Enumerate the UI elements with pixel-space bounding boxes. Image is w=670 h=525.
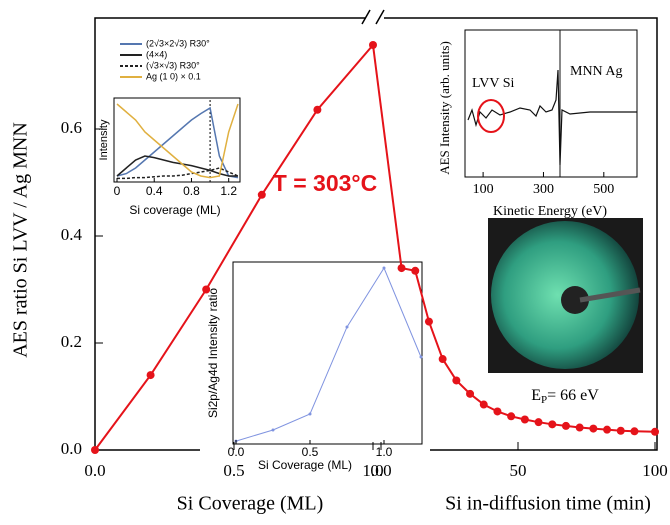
inset-bg: [420, 22, 650, 227]
x-tick-label: 0.0: [370, 461, 391, 480]
x-tick-label: 50: [510, 461, 527, 480]
data-point: [438, 355, 447, 364]
data-point: [369, 41, 377, 50]
data-point: [91, 446, 99, 454]
data-point: [424, 317, 433, 326]
x-axis-label: Si in-diffusion time (min): [445, 493, 651, 515]
data-point: [419, 355, 423, 359]
inset-frame: [113, 97, 241, 183]
data-point: [479, 400, 488, 409]
data-line: [235, 266, 422, 442]
data-point: [520, 415, 529, 424]
data-point: [466, 389, 475, 398]
x-tick-label: 0.0: [228, 445, 245, 459]
data-point: [651, 427, 659, 436]
x-tick-label: 100: [473, 182, 494, 197]
inset-plot: [116, 100, 239, 182]
data-point: [452, 376, 461, 385]
leed-gun: [561, 286, 589, 314]
annotation: T = 303°C: [273, 170, 377, 196]
x-tick-label: 1.0: [362, 461, 383, 480]
data-point: [589, 424, 598, 433]
x-tick-label: 0.4: [146, 184, 163, 198]
image-label: EP= 66 eV: [531, 387, 599, 406]
data-point: [561, 421, 570, 430]
inset-y-label: Si2p/Ag4d Intensity ratio: [206, 288, 220, 418]
x-tick-label: 300: [533, 182, 554, 197]
y-tick-label: 0.6: [61, 118, 82, 137]
data-point: [257, 190, 266, 199]
x-tick-label: 0.8: [183, 184, 200, 198]
data-point: [616, 426, 625, 435]
data-line: [116, 103, 239, 179]
axis-break: [361, 9, 385, 459]
inset-y-label: AES Intensity (arb. units): [437, 41, 452, 175]
data-point: [507, 412, 516, 421]
data-point: [345, 325, 349, 329]
data-point: [308, 412, 312, 416]
legend-label: (4×4): [146, 49, 167, 59]
data-point: [630, 427, 639, 436]
inset-x-label: Si Coverage (ML): [258, 458, 352, 472]
data-point: [271, 428, 275, 432]
data-line: [117, 167, 239, 180]
x-tick-label: 500: [593, 182, 614, 197]
x-tick-label: 0: [114, 184, 121, 198]
inset-bg: [200, 255, 430, 475]
data-point: [382, 266, 386, 270]
y-tick-label: 0.4: [61, 225, 83, 244]
inset-frame: [232, 261, 423, 445]
x-tick-label: 0.0: [84, 461, 105, 480]
data-point: [313, 105, 322, 114]
legend-label: (2√3×2√3) R30°: [146, 38, 210, 48]
inset-frame: [464, 29, 638, 178]
data-point: [534, 418, 543, 427]
y-axis-label: AES ratio Si LVV / Ag MNN: [10, 122, 32, 358]
legend-label: (√3×√3) R30°: [146, 60, 200, 70]
data-point: [575, 423, 584, 432]
x-tick-label: 1.2: [220, 184, 237, 198]
data-line: [116, 106, 239, 179]
x-tick-label: 100: [642, 461, 668, 480]
inset-x-label: Si coverage (ML): [129, 203, 220, 217]
inset-x-label: Kinetic Energy (eV): [493, 204, 607, 219]
y-tick-label: 0.0: [61, 439, 82, 458]
data-point: [548, 420, 557, 429]
data-point: [411, 266, 420, 275]
data-point: [603, 425, 612, 434]
data-line: [94, 44, 374, 451]
x-axis-label: Si Coverage (ML): [177, 493, 324, 515]
data-point: [146, 371, 155, 380]
data-point: [493, 407, 502, 416]
break-gap: [366, 10, 384, 26]
x-tick-label: 1.0: [376, 445, 393, 459]
y-tick-label: 0.2: [61, 332, 82, 351]
data-line: [116, 155, 238, 177]
legend-label: Ag (1 0) × 0.1: [146, 71, 201, 81]
leed-holder: [579, 287, 641, 303]
x-tick-label: 0.5: [223, 461, 244, 480]
spectrum-trace: [467, 69, 637, 166]
annotation: MNN Ag: [570, 64, 623, 79]
x-tick-label: 0.5: [302, 445, 319, 459]
data-point: [202, 285, 211, 294]
data-point: [397, 264, 406, 273]
highlight: [477, 99, 505, 133]
annotation: LVV Si: [472, 76, 515, 91]
inset-y-label: Intensity: [98, 119, 110, 160]
connector: [372, 44, 403, 269]
